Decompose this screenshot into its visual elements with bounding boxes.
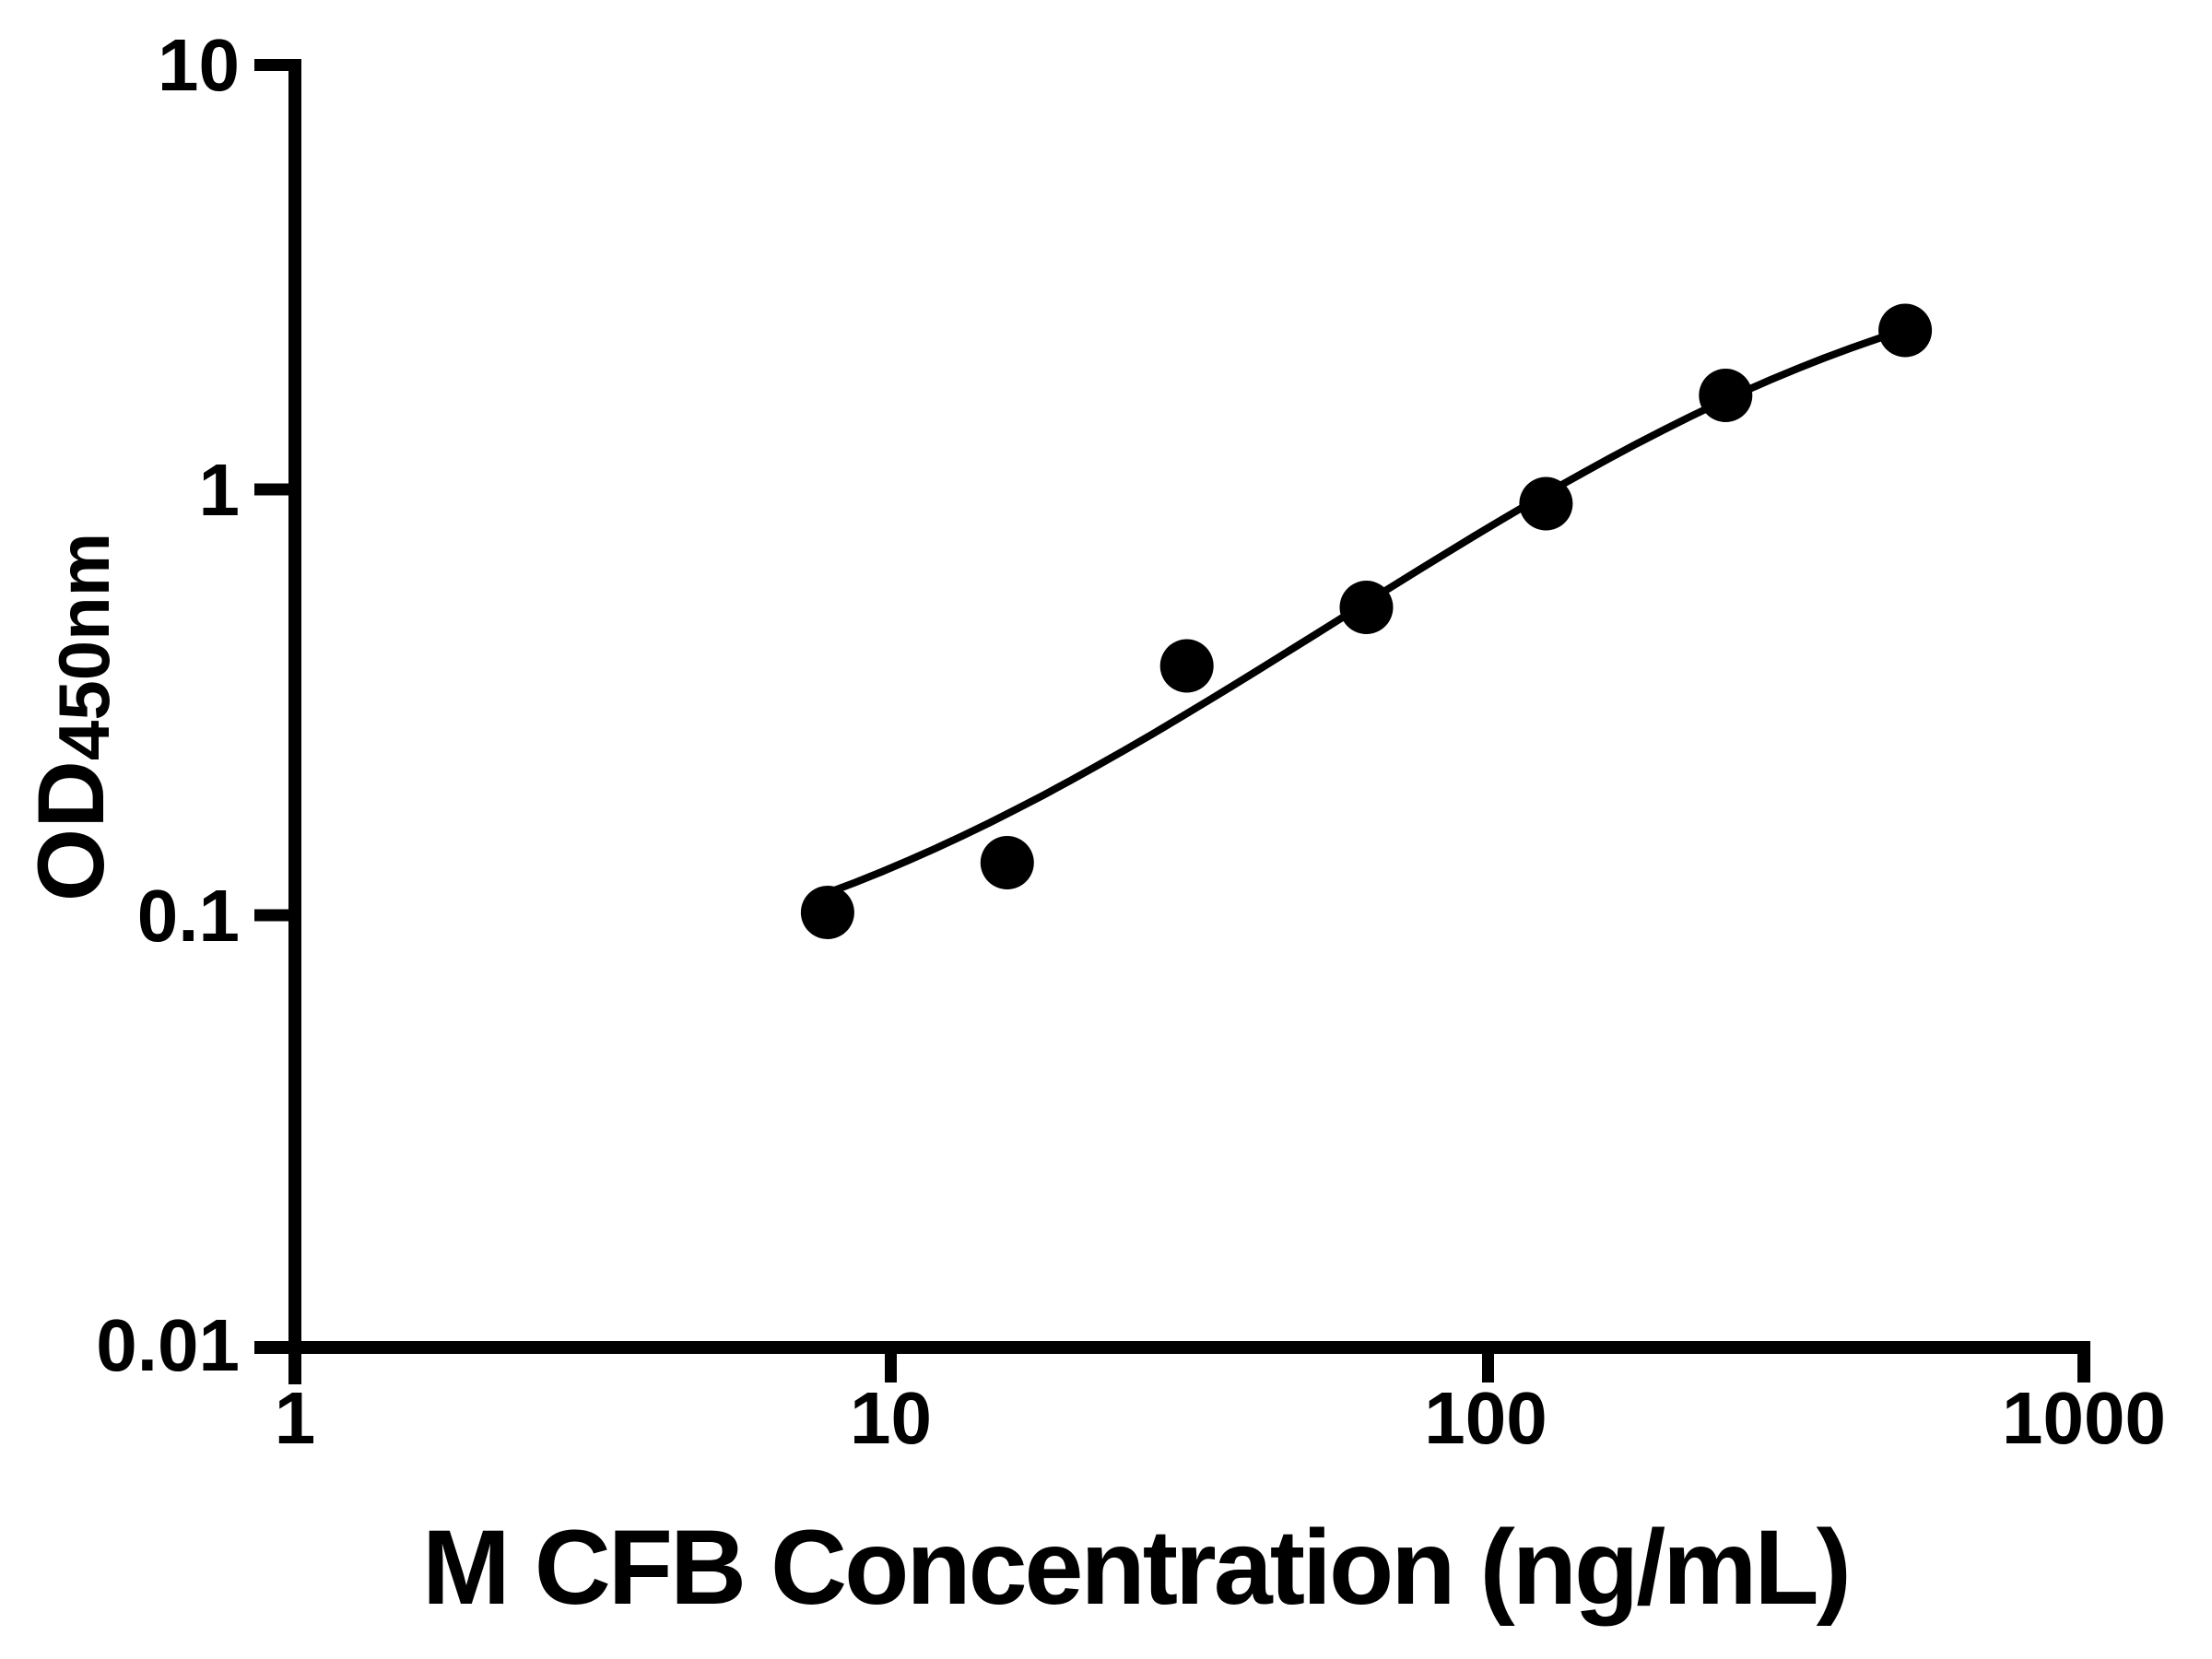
svg-text:1000: 1000 <box>2002 1377 2166 1459</box>
svg-text:0.1: 0.1 <box>137 875 240 957</box>
svg-text:10: 10 <box>158 24 240 106</box>
svg-text:10: 10 <box>850 1377 932 1459</box>
svg-text:0.01: 0.01 <box>96 1304 240 1386</box>
svg-text:1: 1 <box>275 1377 316 1459</box>
svg-text:1: 1 <box>199 449 241 531</box>
svg-text:M CFB Concentration (ng/mL): M CFB Concentration (ng/mL) <box>422 1509 1849 1627</box>
svg-text:100: 100 <box>1424 1377 1547 1459</box>
